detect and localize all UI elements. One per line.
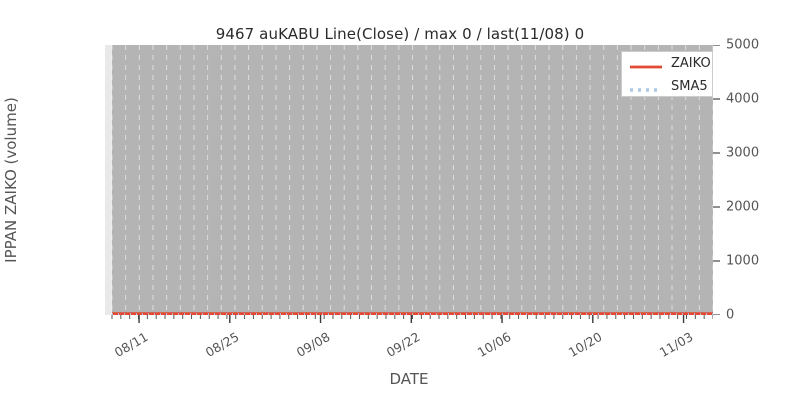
y-tick-label: 2000 [726, 199, 760, 215]
chart-legend[interactable]: ZAIKO SMA5 [621, 51, 713, 97]
chart-title: 9467 auKABU Line(Close) / max 0 / last(1… [215, 25, 585, 43]
plot-area[interactable] [105, 45, 713, 315]
plot-left-margin-band [105, 45, 112, 315]
legend-entry-sma5[interactable]: SMA5 [622, 75, 712, 98]
y-tick-label: 0 [726, 307, 735, 323]
y-tick-label: 4000 [726, 91, 760, 107]
legend-entry-zaiko[interactable]: ZAIKO [622, 52, 712, 75]
x-axis-title: DATE [389, 370, 429, 388]
y-tick-label: 5000 [726, 37, 760, 53]
x-axis-ticks [111, 315, 713, 323]
y-axis-title: IPPAN ZAIKO (volume) [2, 97, 20, 263]
y-tick-label: 1000 [726, 253, 760, 269]
legend-label: SMA5 [671, 79, 708, 94]
legend-label: ZAIKO [671, 56, 711, 71]
legend-swatch-zaiko [629, 58, 663, 70]
y-axis-ticks [713, 45, 720, 315]
gridlines [111, 45, 713, 315]
series-lines [112, 312, 713, 315]
legend-swatch-sma5 [629, 81, 663, 93]
y-tick-label: 3000 [726, 145, 760, 161]
